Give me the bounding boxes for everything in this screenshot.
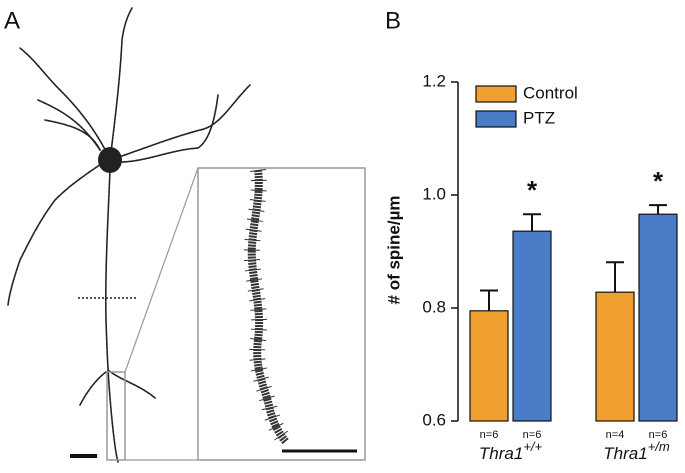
category-name: Thra1 (603, 444, 647, 463)
panel-label: B (385, 7, 401, 34)
n-label: n=4 (606, 429, 625, 441)
significance-mark: * (527, 175, 538, 205)
y-tick-label: 0.6 (422, 410, 446, 429)
n-label: n=6 (480, 429, 499, 441)
x-tick-label: Thra1+/+ (479, 439, 543, 463)
y-tick-label: 1.0 (422, 184, 446, 203)
bar (469, 310, 509, 422)
inset-connector (124, 167, 199, 373)
bar (595, 291, 635, 422)
legend-swatch (475, 85, 517, 103)
category-name: Thra1 (479, 444, 523, 463)
y-axis-label: # of spine/µm (384, 196, 403, 305)
category-superscript: +/+ (523, 439, 542, 454)
spines (243, 168, 293, 448)
significance-mark: * (653, 166, 664, 196)
legend-label: PTZ (523, 108, 555, 127)
category-superscript: +/m (648, 439, 670, 454)
inset-box (106, 371, 126, 461)
inset-frame (197, 167, 366, 461)
bar (512, 230, 552, 422)
y-tick-label: 0.8 (422, 297, 446, 316)
n-label: n=6 (523, 429, 542, 441)
y-tick-label: 1.2 (422, 71, 446, 90)
legend-label: Control (523, 83, 578, 102)
legend-swatch (475, 110, 517, 128)
soma (98, 147, 122, 173)
n-label: n=6 (649, 429, 668, 441)
bar (638, 213, 678, 422)
panel-label: A (4, 7, 20, 34)
x-tick-label: Thra1+/m (603, 439, 670, 463)
neuron-drawing (7, 7, 251, 463)
